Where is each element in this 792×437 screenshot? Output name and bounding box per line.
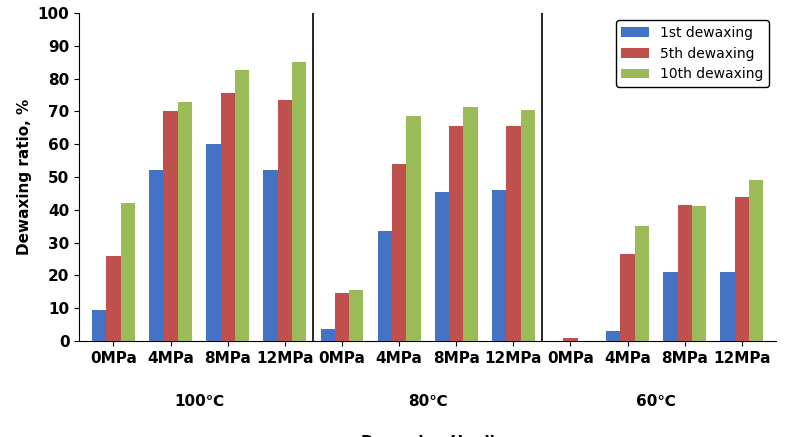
Bar [620, 254, 634, 341]
Bar [463, 107, 478, 341]
Bar [449, 126, 463, 341]
Bar [349, 290, 364, 341]
Bar [678, 205, 692, 341]
Bar [378, 231, 392, 341]
Bar [292, 62, 307, 341]
Bar [177, 102, 192, 341]
Text: 60℃: 60℃ [636, 394, 676, 409]
Bar [235, 70, 249, 341]
Bar [264, 170, 278, 341]
Bar [221, 94, 235, 341]
Bar [321, 329, 335, 341]
Bar [721, 272, 735, 341]
Bar [406, 116, 421, 341]
Bar [563, 337, 577, 341]
Y-axis label: Dewaxing ratio, %: Dewaxing ratio, % [17, 99, 32, 255]
Bar [664, 272, 678, 341]
Text: 100℃: 100℃ [174, 394, 224, 409]
Bar [149, 170, 163, 341]
Text: Dewaxing Hanji: Dewaxing Hanji [361, 435, 494, 437]
Bar [92, 310, 106, 341]
Bar [278, 100, 292, 341]
Bar [735, 197, 749, 341]
Bar [749, 180, 763, 341]
Bar [206, 144, 221, 341]
Bar [120, 203, 135, 341]
Bar [506, 126, 520, 341]
Bar [435, 192, 449, 341]
Bar [106, 256, 120, 341]
Bar [692, 207, 706, 341]
Bar [392, 164, 406, 341]
Bar [335, 293, 349, 341]
Text: 80℃: 80℃ [408, 394, 447, 409]
Bar [634, 226, 649, 341]
Bar [520, 110, 535, 341]
Bar [492, 190, 506, 341]
Bar [163, 111, 177, 341]
Legend: 1st dewaxing, 5th dewaxing, 10th dewaxing: 1st dewaxing, 5th dewaxing, 10th dewaxin… [616, 20, 769, 87]
Bar [606, 331, 620, 341]
